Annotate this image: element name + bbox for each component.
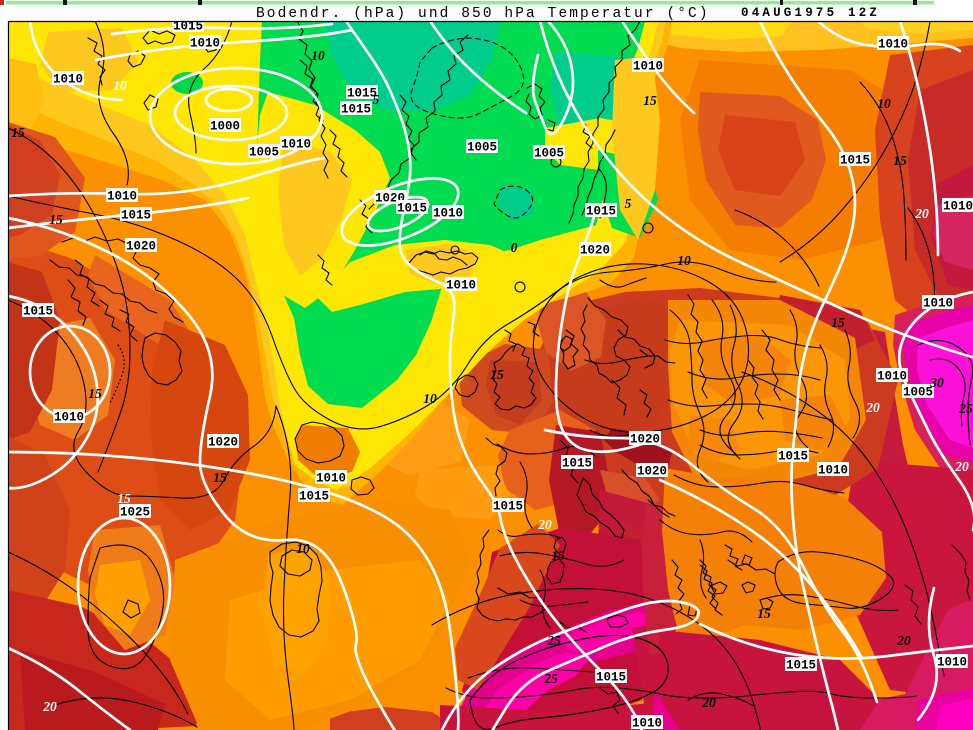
svg-text:1005: 1005 — [467, 141, 497, 155]
svg-text:25: 25 — [546, 633, 561, 648]
svg-text:20: 20 — [896, 633, 911, 648]
svg-text:20: 20 — [914, 206, 929, 221]
svg-text:1015: 1015 — [121, 209, 151, 223]
svg-text:1025: 1025 — [120, 506, 150, 520]
svg-text:1020: 1020 — [126, 240, 156, 254]
svg-text:1015: 1015 — [840, 154, 870, 168]
svg-text:15: 15 — [551, 548, 565, 563]
svg-text:15: 15 — [11, 125, 25, 140]
svg-text:1010: 1010 — [818, 464, 848, 478]
svg-text:1000: 1000 — [210, 120, 240, 134]
svg-text:25: 25 — [958, 401, 973, 416]
svg-text:1015: 1015 — [347, 87, 377, 101]
svg-text:1015: 1015 — [778, 450, 808, 464]
svg-text:15: 15 — [757, 606, 771, 621]
svg-text:1010: 1010 — [878, 38, 908, 52]
svg-text:10: 10 — [423, 391, 437, 406]
svg-text:Bodendr. (hPa) und 850 hPa Tem: Bodendr. (hPa) und 850 hPa Temperatur (°… — [256, 6, 710, 22]
svg-text:1010: 1010 — [446, 279, 476, 293]
svg-text:1020: 1020 — [630, 433, 660, 447]
svg-text:1010: 1010 — [54, 411, 84, 425]
svg-text:15: 15 — [490, 367, 504, 382]
svg-text:15: 15 — [49, 212, 63, 227]
svg-text:10: 10 — [311, 48, 325, 63]
svg-text:1015: 1015 — [23, 305, 53, 319]
svg-text:1010: 1010 — [633, 60, 663, 74]
svg-text:1005: 1005 — [249, 146, 279, 160]
svg-text:20: 20 — [954, 459, 969, 474]
svg-text:20: 20 — [701, 695, 716, 710]
svg-text:30: 30 — [929, 375, 944, 390]
svg-text:0: 0 — [511, 240, 518, 255]
svg-text:25: 25 — [543, 671, 558, 686]
svg-text:10: 10 — [113, 78, 127, 93]
svg-text:1005: 1005 — [534, 147, 564, 161]
svg-text:1015: 1015 — [596, 671, 626, 685]
svg-text:1010: 1010 — [433, 207, 463, 221]
svg-text:1015: 1015 — [786, 659, 816, 673]
svg-text:20: 20 — [537, 517, 552, 532]
svg-text:1015: 1015 — [299, 490, 329, 504]
svg-text:10: 10 — [877, 96, 891, 111]
svg-text:1005: 1005 — [903, 386, 933, 400]
svg-text:1010: 1010 — [937, 656, 967, 670]
svg-text:1010: 1010 — [53, 73, 83, 87]
svg-text:1020: 1020 — [637, 465, 667, 479]
svg-text:15: 15 — [893, 153, 907, 168]
svg-text:15: 15 — [831, 315, 845, 330]
svg-text:1010: 1010 — [316, 472, 346, 486]
svg-text:5: 5 — [373, 92, 380, 107]
svg-text:20: 20 — [42, 699, 57, 714]
svg-text:1020: 1020 — [580, 244, 610, 258]
svg-text:1015: 1015 — [173, 20, 203, 34]
svg-text:04AUG1975 12Z: 04AUG1975 12Z — [741, 6, 880, 20]
svg-text:15: 15 — [213, 470, 227, 485]
svg-text:20: 20 — [865, 400, 880, 415]
svg-text:1010: 1010 — [943, 200, 973, 214]
svg-text:1010: 1010 — [190, 37, 220, 51]
svg-text:1015: 1015 — [586, 205, 616, 219]
svg-text:1015: 1015 — [493, 500, 523, 514]
svg-text:10: 10 — [296, 541, 310, 556]
svg-text:15: 15 — [117, 491, 131, 506]
svg-text:1015: 1015 — [397, 202, 427, 216]
svg-text:1015: 1015 — [562, 457, 592, 471]
svg-text:1010: 1010 — [632, 717, 662, 730]
svg-text:10: 10 — [677, 253, 691, 268]
svg-text:5: 5 — [625, 196, 632, 211]
svg-text:1010: 1010 — [107, 190, 137, 204]
svg-text:1020: 1020 — [208, 436, 238, 450]
svg-text:1010: 1010 — [877, 370, 907, 384]
svg-text:1015: 1015 — [341, 103, 371, 117]
svg-text:1010: 1010 — [281, 138, 311, 152]
svg-text:1010: 1010 — [923, 297, 953, 311]
svg-text:15: 15 — [643, 93, 657, 108]
svg-text:15: 15 — [88, 386, 102, 401]
